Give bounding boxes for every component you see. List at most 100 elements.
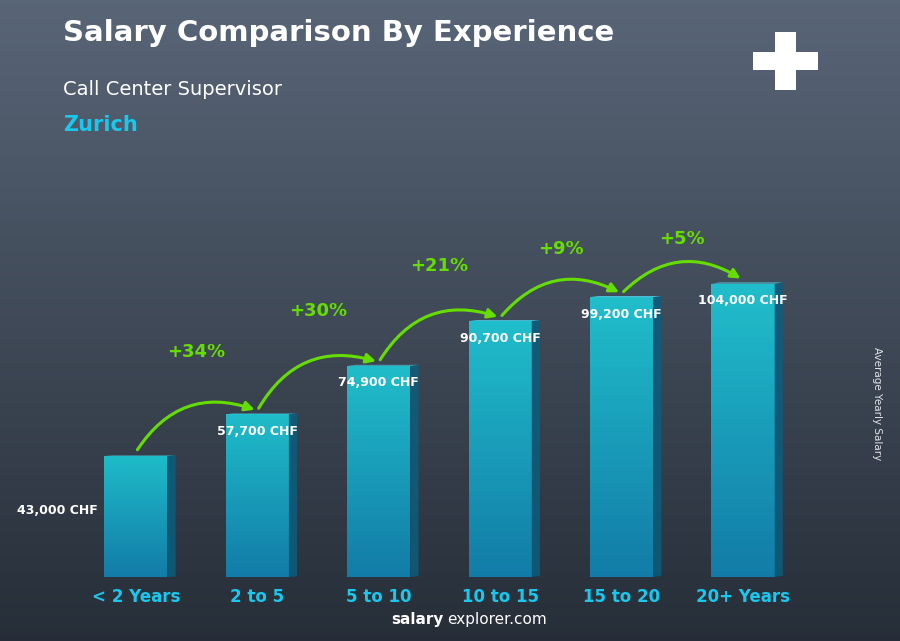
Bar (469, 381, 532, 385)
Polygon shape (532, 320, 540, 577)
Bar (347, 412, 410, 415)
Bar (590, 339, 653, 344)
Text: Salary Comparison By Experience: Salary Comparison By Experience (63, 19, 614, 47)
Bar (711, 396, 775, 401)
Bar (469, 479, 532, 483)
Bar (347, 376, 410, 379)
Bar (711, 518, 775, 523)
Bar (104, 520, 167, 522)
Bar (590, 423, 653, 428)
Bar (226, 531, 289, 533)
Bar (347, 387, 410, 390)
Bar (469, 517, 532, 522)
Bar (347, 513, 410, 517)
Bar (711, 513, 775, 518)
Bar (104, 538, 167, 540)
Bar (469, 470, 532, 474)
Bar (590, 474, 653, 479)
Bar (347, 574, 410, 577)
Bar (347, 422, 410, 426)
Text: 57,700 CHF: 57,700 CHF (217, 425, 298, 438)
Bar (104, 474, 167, 476)
Bar (711, 533, 775, 538)
Bar (104, 553, 167, 554)
Bar (104, 514, 167, 516)
Bar (104, 458, 167, 460)
Bar (469, 572, 532, 577)
Bar (226, 563, 289, 566)
Bar (104, 542, 167, 545)
Bar (590, 535, 653, 540)
Bar (469, 534, 532, 538)
Bar (104, 569, 167, 571)
Bar (347, 553, 410, 556)
Bar (347, 496, 410, 499)
Bar (104, 528, 167, 530)
Bar (590, 507, 653, 512)
Bar (104, 537, 167, 538)
Bar (469, 538, 532, 543)
Bar (347, 563, 410, 567)
Bar (226, 555, 289, 558)
Bar (104, 496, 167, 498)
Bar (590, 563, 653, 567)
Bar (104, 480, 167, 482)
Bar (469, 372, 532, 376)
Bar (711, 494, 775, 499)
Bar (104, 551, 167, 553)
Bar (590, 400, 653, 404)
Bar (711, 376, 775, 381)
Bar (347, 517, 410, 520)
Bar (226, 553, 289, 555)
Bar (104, 460, 167, 462)
Bar (104, 486, 167, 488)
Bar (104, 522, 167, 524)
Bar (775, 31, 796, 90)
Bar (711, 430, 775, 435)
Bar (711, 303, 775, 308)
Text: explorer.com: explorer.com (447, 612, 547, 627)
Bar (347, 485, 410, 489)
Bar (469, 342, 532, 347)
Bar (226, 485, 289, 487)
Bar (711, 562, 775, 567)
Bar (711, 435, 775, 440)
Bar (469, 453, 532, 458)
Bar (590, 329, 653, 335)
Bar (104, 533, 167, 535)
Bar (711, 367, 775, 372)
Bar (711, 372, 775, 376)
Bar (590, 554, 653, 558)
Bar (347, 464, 410, 468)
Bar (469, 500, 532, 504)
Bar (104, 472, 167, 474)
Bar (711, 479, 775, 484)
Bar (469, 509, 532, 513)
Bar (104, 559, 167, 561)
Bar (469, 513, 532, 517)
Bar (226, 431, 289, 433)
Bar (226, 515, 289, 517)
Bar (104, 512, 167, 514)
Bar (347, 503, 410, 506)
Bar (347, 404, 410, 408)
Bar (590, 302, 653, 306)
Bar (590, 558, 653, 563)
Text: 90,700 CHF: 90,700 CHF (460, 331, 541, 345)
Bar (347, 365, 410, 369)
Bar (711, 474, 775, 479)
Text: 104,000 CHF: 104,000 CHF (698, 294, 788, 307)
Bar (469, 547, 532, 551)
Bar (469, 428, 532, 432)
Bar (226, 504, 289, 506)
Bar (347, 379, 410, 383)
Bar (104, 554, 167, 556)
Bar (469, 376, 532, 381)
Bar (226, 539, 289, 542)
Bar (104, 519, 167, 520)
Text: +9%: +9% (538, 240, 584, 258)
Bar (711, 465, 775, 469)
Bar (226, 474, 289, 476)
Bar (347, 408, 410, 412)
Bar (590, 367, 653, 372)
